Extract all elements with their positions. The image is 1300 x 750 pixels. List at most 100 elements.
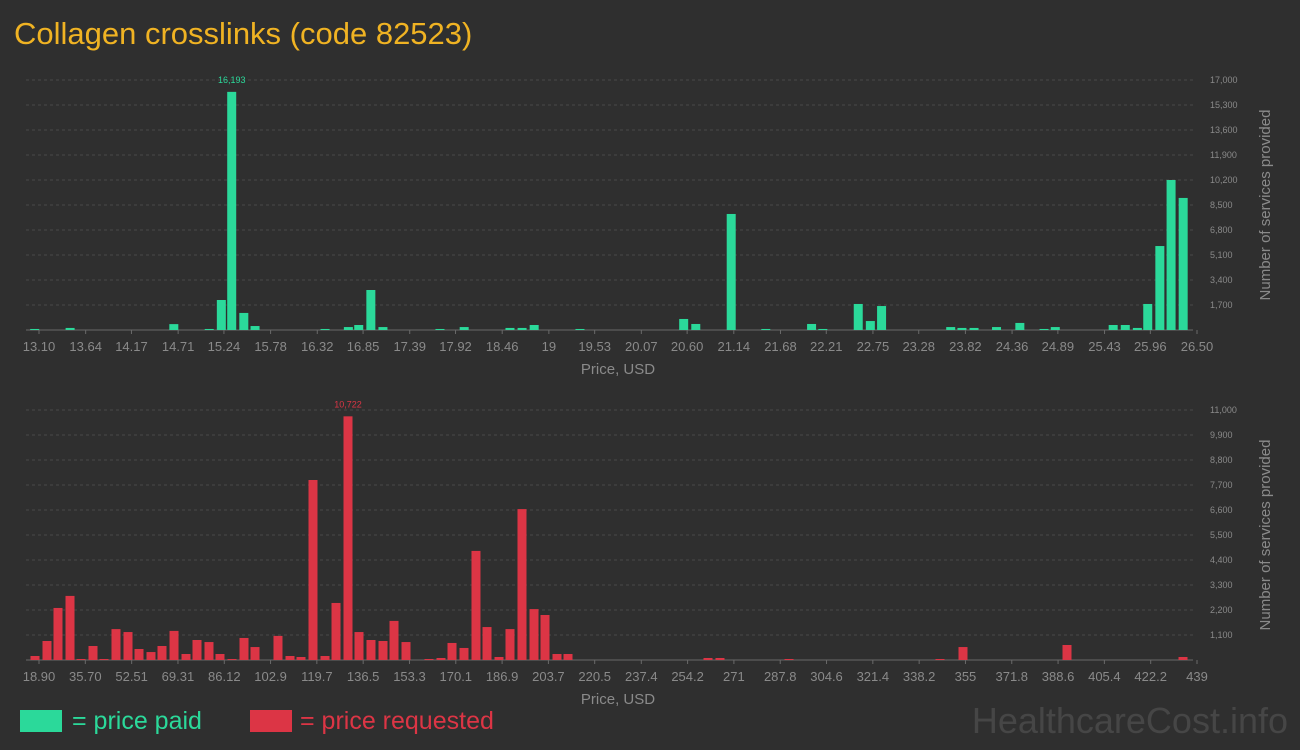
- x-tick-label: 153.3: [393, 669, 426, 684]
- bar: [401, 642, 411, 660]
- bar: [76, 659, 86, 660]
- bar: [146, 652, 156, 660]
- bar: [958, 647, 968, 660]
- x-tick-label: 18.46: [486, 339, 519, 354]
- bar: [169, 630, 179, 660]
- x-tick-label: 405.4: [1088, 669, 1121, 684]
- bar: [30, 328, 40, 330]
- x-tick-label: 371.8: [995, 669, 1028, 684]
- bar: [436, 658, 446, 660]
- x-tick-label: 119.7: [301, 669, 333, 684]
- bar: [529, 609, 539, 660]
- x-tick-label: 25.43: [1088, 339, 1121, 354]
- x-tick-label: 16.85: [347, 339, 380, 354]
- bar: [540, 615, 550, 660]
- bar: [296, 657, 306, 660]
- bar: [204, 642, 214, 660]
- bar: [65, 327, 75, 330]
- x-tick-label: 26.50: [1181, 339, 1214, 354]
- bar: [494, 657, 504, 660]
- legend-swatch: [250, 710, 292, 732]
- bar: [1015, 322, 1025, 330]
- x-axis-label: Price, USD: [581, 691, 655, 708]
- bar: [877, 306, 887, 330]
- x-tick-label: 287.8: [764, 669, 797, 684]
- bar: [726, 213, 736, 330]
- bar: [935, 659, 945, 660]
- bar: [1143, 303, 1153, 330]
- bar: [1120, 325, 1130, 330]
- value-label: 10,722: [334, 399, 362, 409]
- y-tick-label: 15,300: [1210, 100, 1238, 110]
- x-tick-label: 17.92: [439, 339, 472, 354]
- value-label: 16,193: [218, 75, 246, 85]
- bar: [42, 641, 52, 660]
- y-tick-label: 1,700: [1210, 300, 1233, 310]
- x-tick-label: 271: [723, 669, 745, 684]
- x-tick-label: 220.5: [578, 669, 611, 684]
- bar: [88, 646, 98, 660]
- x-tick-label: 14.71: [162, 339, 195, 354]
- bar: [53, 607, 63, 660]
- y-tick-label: 5,500: [1210, 530, 1233, 540]
- bar: [784, 659, 794, 660]
- bar: [818, 328, 828, 330]
- bar: [239, 312, 249, 330]
- bar: [366, 640, 376, 660]
- bar: [853, 303, 863, 330]
- x-tick-label: 21.68: [764, 339, 797, 354]
- bar: [679, 318, 689, 330]
- x-tick-label: 321.4: [857, 669, 890, 684]
- y-tick-label: 6,800: [1210, 225, 1233, 235]
- x-tick-label: 23.28: [902, 339, 935, 354]
- x-tick-label: 22.21: [810, 339, 843, 354]
- x-axis-label: Price, USD: [581, 361, 655, 378]
- x-tick-label: 388.6: [1042, 669, 1075, 684]
- x-tick-label: 20.07: [625, 339, 658, 354]
- bar: [1062, 645, 1072, 660]
- x-tick-label: 14.17: [115, 339, 148, 354]
- y-axis-label: Number of services provided: [1257, 440, 1274, 631]
- bar: [459, 327, 469, 330]
- y-tick-label: 10,200: [1210, 175, 1238, 185]
- bar: [1132, 327, 1142, 330]
- legend-label: = price requested: [300, 707, 494, 735]
- y-tick-label: 4,400: [1210, 555, 1233, 565]
- bar: [807, 323, 817, 330]
- bar: [1178, 197, 1188, 330]
- x-tick-label: 52.51: [115, 669, 148, 684]
- x-tick-label: 24.36: [996, 339, 1029, 354]
- y-tick-label: 11,900: [1210, 150, 1237, 160]
- y-tick-label: 11,000: [1210, 405, 1237, 415]
- bar: [517, 509, 527, 660]
- bar: [320, 328, 330, 330]
- x-tick-label: 20.60: [671, 339, 704, 354]
- bar: [1050, 327, 1060, 330]
- bar: [134, 649, 144, 660]
- bar: [169, 324, 179, 330]
- bar: [1108, 325, 1118, 330]
- bar: [865, 321, 875, 330]
- x-tick-label: 13.10: [23, 339, 56, 354]
- x-tick-label: 15.24: [208, 339, 241, 354]
- bar: [482, 627, 492, 660]
- bar: [111, 629, 121, 660]
- x-tick-label: 18.90: [23, 669, 56, 684]
- x-tick-label: 338.2: [903, 669, 936, 684]
- bar: [505, 327, 515, 330]
- bar: [552, 654, 562, 660]
- bar: [227, 91, 237, 330]
- x-tick-label: 35.70: [69, 669, 102, 684]
- x-tick-label: 19.53: [578, 339, 611, 354]
- bar: [123, 632, 133, 660]
- bar: [715, 658, 725, 660]
- y-tick-label: 7,700: [1210, 480, 1233, 490]
- bar: [30, 656, 40, 660]
- watermark: HealthcareCost.info: [972, 700, 1288, 741]
- bar: [505, 629, 515, 660]
- y-tick-label: 17,000: [1210, 75, 1238, 85]
- bar: [354, 632, 364, 660]
- bar: [389, 620, 399, 660]
- bar: [378, 327, 388, 330]
